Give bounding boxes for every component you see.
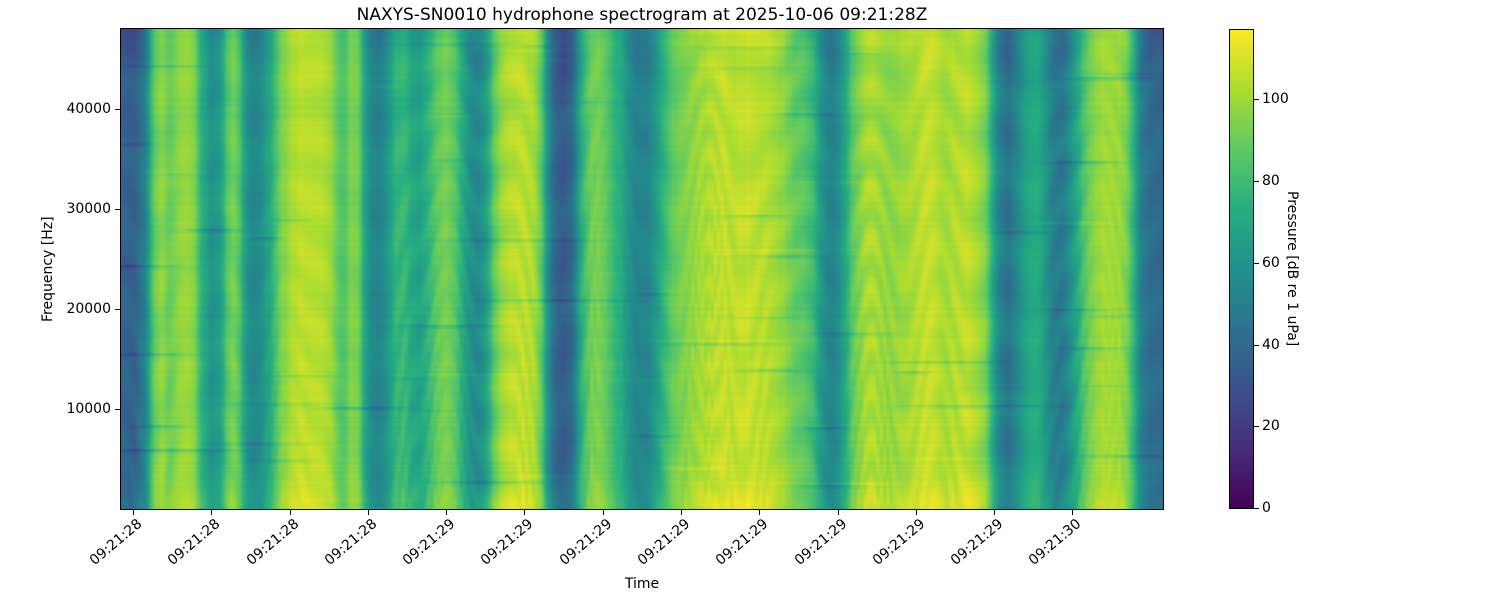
- colorbar-tick-mark: [1254, 426, 1259, 427]
- colorbar: [1229, 29, 1254, 509]
- y-tick-mark: [115, 409, 120, 410]
- x-tick-mark: [211, 510, 212, 515]
- plot-area: [120, 28, 1164, 510]
- x-tick-mark: [368, 510, 369, 515]
- x-tick-mark: [916, 510, 917, 515]
- y-tick-label: 30000: [66, 201, 111, 217]
- x-tick-mark: [759, 510, 760, 515]
- x-tick-mark: [838, 510, 839, 515]
- colorbar-label: Pressure [dB re 1 uPa]: [1284, 190, 1300, 347]
- x-tick-mark: [681, 510, 682, 515]
- colorbar-tick-mark: [1254, 345, 1259, 346]
- colorbar-gradient: [1230, 30, 1253, 508]
- colorbar-tick-mark: [1254, 508, 1259, 509]
- y-tick-label: 10000: [66, 401, 111, 417]
- colorbar-tick-label: 40: [1262, 337, 1280, 353]
- y-tick-label: 20000: [66, 301, 111, 317]
- y-tick-mark: [115, 109, 120, 110]
- x-axis-label: Time: [624, 576, 660, 592]
- spectrogram-heatmap: [121, 29, 1163, 509]
- x-tick-mark: [290, 510, 291, 515]
- x-tick-mark: [133, 510, 134, 515]
- chart-title: NAXYS-SN0010 hydrophone spectrogram at 2…: [356, 5, 928, 25]
- colorbar-tick-label: 80: [1262, 173, 1280, 189]
- colorbar-tick-mark: [1254, 263, 1259, 264]
- colorbar-tick-mark: [1254, 181, 1259, 182]
- colorbar-tick-mark: [1254, 99, 1259, 100]
- x-tick-mark: [603, 510, 604, 515]
- x-tick-mark: [446, 510, 447, 515]
- y-tick-mark: [115, 309, 120, 310]
- y-tick-label: 40000: [66, 101, 111, 117]
- colorbar-tick-label: 0: [1262, 500, 1271, 516]
- colorbar-tick-label: 60: [1262, 255, 1280, 271]
- colorbar-tick-label: 20: [1262, 418, 1280, 434]
- y-tick-mark: [115, 209, 120, 210]
- x-tick-mark: [524, 510, 525, 515]
- x-tick-mark: [994, 510, 995, 515]
- colorbar-tick-label: 100: [1262, 91, 1289, 107]
- x-tick-mark: [1072, 510, 1073, 515]
